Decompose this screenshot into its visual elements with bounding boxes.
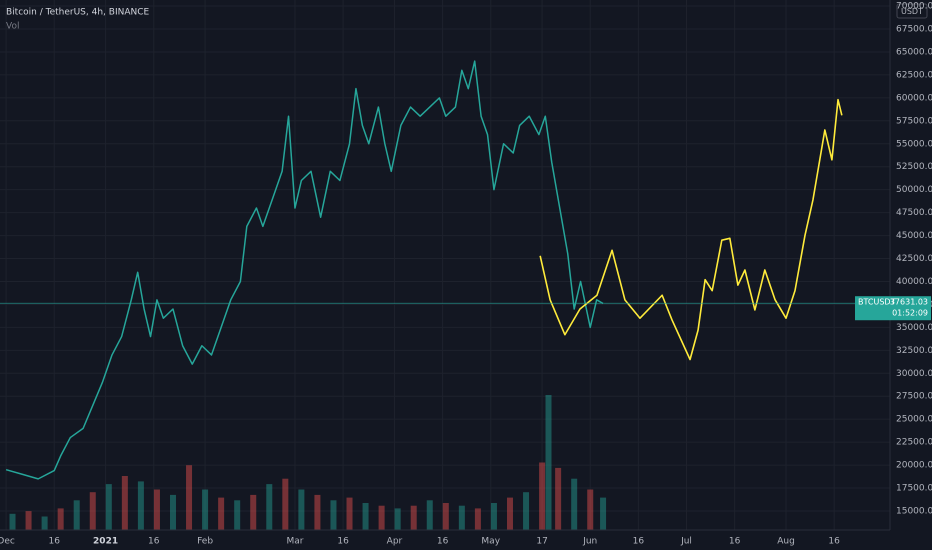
volume-bar — [121, 476, 128, 530]
currency: USDT — [901, 7, 923, 16]
volume-bar — [555, 467, 562, 530]
x-tick-label: 16 — [148, 537, 160, 547]
volume-bar — [506, 497, 513, 530]
price-symbol: BTCUSDT — [858, 298, 896, 307]
chart-title: Bitcoin / TetherUS, 4h, BINANCE — [6, 8, 150, 18]
y-tick-label: 57500.00 — [896, 116, 932, 126]
y-tick-label: 55000.00 — [896, 139, 932, 149]
countdown: 01:52:09 — [892, 309, 928, 318]
volume-bar — [234, 500, 241, 530]
volume-bar — [282, 478, 289, 530]
volume-bar — [266, 484, 273, 530]
y-tick-label: 65000.00 — [896, 47, 932, 57]
y-tick-label: 62500.00 — [896, 70, 932, 80]
volume-bar — [25, 511, 32, 530]
y-tick-label: 35000.00 — [896, 323, 932, 333]
x-tick-label: 16 — [437, 537, 449, 547]
y-tick-label: 42500.00 — [896, 254, 932, 264]
volume-bar — [105, 484, 112, 530]
volume-bar — [600, 497, 607, 530]
x-tick-label: 16 — [633, 537, 645, 547]
volume-bar — [73, 500, 80, 530]
y-tick-label: 60000.00 — [896, 93, 932, 103]
volume-bar — [57, 508, 64, 530]
volume-bar — [202, 489, 209, 530]
volume-bar — [169, 494, 176, 530]
x-tick-label: Aug — [777, 537, 795, 547]
x-tick-label: Jun — [582, 537, 597, 547]
currency-badge[interactable] — [896, 3, 928, 19]
volume-bar — [490, 503, 497, 530]
x-tick-label: Dec — [0, 537, 15, 547]
x-tick-label: 2021 — [93, 537, 118, 547]
y-tick-label: 27500.00 — [896, 392, 932, 402]
x-tick-label: 16 — [49, 537, 61, 547]
volume-bar — [346, 497, 353, 530]
volume-bar — [153, 489, 160, 530]
volume-bar — [298, 489, 305, 530]
y-tick-label: 45000.00 — [896, 231, 932, 241]
x-tick-label: 16 — [729, 537, 741, 547]
volume-bar — [545, 395, 552, 530]
volume-bar — [9, 513, 16, 530]
price-value: 37631.03 — [890, 298, 928, 307]
volume-bar — [330, 500, 337, 530]
volume-bar — [137, 481, 144, 530]
volume-bar — [186, 465, 193, 530]
volume-bar — [250, 494, 257, 530]
volume-label: Vol — [6, 22, 19, 32]
y-tick-label: 50000.00 — [896, 185, 932, 195]
y-tick-label: 52500.00 — [896, 162, 932, 172]
volume-bar — [378, 505, 385, 530]
volume-bar — [571, 478, 578, 530]
y-tick-label: 25000.00 — [896, 415, 932, 425]
y-tick-label: 47500.00 — [896, 208, 932, 218]
volume-bar — [539, 462, 546, 530]
volume-bar — [394, 508, 401, 530]
y-tick-label: 30000.00 — [896, 369, 932, 379]
volume-bar — [474, 508, 481, 530]
y-tick-label: 40000.00 — [896, 277, 932, 287]
x-tick-label: Apr — [387, 537, 403, 547]
volume-bar — [587, 489, 594, 530]
y-tick-label: 17500.00 — [896, 484, 932, 494]
price-badge — [855, 296, 931, 321]
y-tick-label: 20000.00 — [896, 461, 932, 471]
y-tick-label: 15000.00 — [896, 506, 932, 516]
x-tick-label: May — [481, 537, 500, 547]
y-tick-label: 32500.00 — [896, 346, 932, 356]
volume-bar — [426, 500, 433, 530]
projection-line — [539, 98, 843, 361]
x-tick-label: Mar — [286, 537, 303, 547]
y-tick-label: 67500.00 — [896, 25, 932, 35]
y-tick-label: 70000.00 — [896, 2, 932, 12]
volume-bar — [442, 503, 449, 530]
x-tick-label: 16 — [828, 537, 840, 547]
volume-bar — [362, 503, 369, 530]
price-line — [5, 60, 604, 480]
volume-bar — [218, 497, 225, 530]
x-tick-label: Feb — [197, 537, 213, 547]
x-tick-label: 16 — [337, 537, 349, 547]
volume-bar — [458, 505, 465, 530]
volume-bar — [523, 492, 530, 530]
x-tick-label: Jul — [680, 537, 692, 547]
volume-bar — [41, 516, 48, 530]
volume-bar — [314, 494, 321, 530]
volume-bar — [410, 505, 417, 530]
x-tick-label: 17 — [536, 537, 547, 547]
volume-bar — [89, 492, 96, 530]
y-tick-label: 22500.00 — [896, 438, 932, 448]
